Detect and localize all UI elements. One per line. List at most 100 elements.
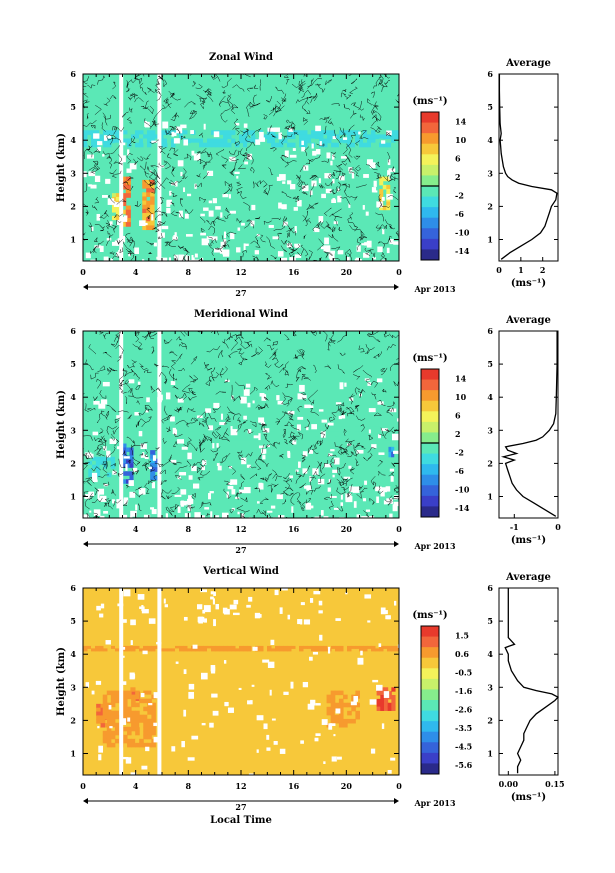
heatmap-cell <box>227 142 232 148</box>
contour-segment <box>343 103 350 111</box>
gap-cell <box>342 137 348 140</box>
contour-segment <box>281 239 289 247</box>
gap-cell <box>253 435 260 439</box>
colorbar-swatch <box>421 421 439 433</box>
heatmap-cell <box>271 435 276 441</box>
contour-segment <box>282 499 286 505</box>
gap-cell <box>187 452 192 460</box>
contour-segment <box>196 173 201 178</box>
gap-cell <box>294 243 301 248</box>
gap-cell <box>273 740 278 745</box>
gap-cell <box>156 642 162 645</box>
contour-segment <box>261 425 267 431</box>
gap-cell <box>387 170 391 176</box>
heatmap-cell <box>83 645 88 649</box>
gap-cell <box>375 486 382 492</box>
heatmap-cell <box>139 142 144 148</box>
gap-cell <box>368 429 371 434</box>
heatmap-cell <box>386 201 391 207</box>
gap-cell <box>336 756 342 760</box>
contour-segment <box>270 147 277 152</box>
heatmap-cell <box>151 134 156 140</box>
contour-segment <box>231 150 240 159</box>
gap-cell <box>331 199 337 204</box>
contour-segment <box>289 413 293 417</box>
colorbar-tick-label: 1.5 <box>455 630 469 640</box>
gap-cell <box>181 741 185 748</box>
contour-segment <box>348 74 353 76</box>
heatmap-cell <box>103 130 108 135</box>
gap-cell <box>353 501 357 508</box>
profile-y-tick-label: 4 <box>487 392 493 402</box>
profile-y-tick-label: 5 <box>487 359 493 369</box>
gap-cell <box>291 506 294 513</box>
gap-cell <box>361 516 368 518</box>
contour-segment <box>111 368 118 372</box>
heatmap-cell <box>146 225 151 231</box>
contour-segment <box>266 236 275 249</box>
gap-cell <box>354 258 362 261</box>
heatmap-cell <box>163 130 168 135</box>
heatmap-cell <box>131 431 136 437</box>
gap-cell <box>107 135 112 139</box>
contour-segment <box>307 77 323 87</box>
contour-segment <box>341 480 347 487</box>
contour-segment <box>331 103 340 107</box>
contour-segment <box>219 452 231 464</box>
heatmap-cell <box>110 710 116 716</box>
contour-segment <box>331 246 341 252</box>
heatmap-cell <box>338 698 344 704</box>
gap-cell <box>109 726 113 729</box>
gap-cell <box>236 175 239 179</box>
contour-segment <box>178 343 187 350</box>
heatmap-cell <box>122 447 127 452</box>
heatmap-cell <box>211 645 216 649</box>
contour-segment <box>139 363 148 370</box>
gap-cell <box>241 222 245 226</box>
heatmap-cell <box>323 130 328 135</box>
heatmap-cell <box>146 213 151 218</box>
contour-segment <box>282 93 287 105</box>
contour-segment <box>183 437 192 447</box>
contour-segment <box>128 395 144 399</box>
contour-segment <box>221 240 231 248</box>
contour-segment <box>338 444 348 454</box>
heatmap-cell <box>135 726 140 732</box>
contour-segment <box>234 128 240 135</box>
gap-cell <box>318 600 323 606</box>
heatmap-cell <box>154 462 160 468</box>
heatmap-cell <box>351 706 356 712</box>
contour-segment <box>141 416 152 428</box>
gap-cell <box>216 463 220 466</box>
heatmap-cell <box>275 645 280 649</box>
gap-cell <box>208 425 214 431</box>
heatmap-cell <box>96 711 102 716</box>
gap-cell <box>329 495 337 498</box>
contour-segment <box>222 244 230 248</box>
contour-segment <box>254 180 261 187</box>
contour-segment <box>301 89 312 98</box>
contour-segment <box>159 75 164 81</box>
contour-segment <box>162 102 172 109</box>
contour-segment <box>230 103 239 115</box>
contour-segment <box>299 349 305 355</box>
heatmap-cell <box>110 730 116 736</box>
contour-segment <box>284 125 290 131</box>
heatmap-cell <box>122 471 127 476</box>
gap-cell <box>344 382 347 387</box>
heatmap-cell <box>147 694 152 700</box>
heatmap-cell <box>115 215 121 221</box>
contour-segment <box>162 488 172 494</box>
contour-segment <box>102 112 108 126</box>
heatmap-cell <box>283 130 288 135</box>
contour-segment <box>353 374 361 380</box>
heatmap-cell <box>371 645 376 649</box>
heatmap-cell <box>146 208 151 214</box>
heatmap-cell <box>383 134 388 140</box>
contour-segment <box>355 415 366 421</box>
gap-cell <box>381 140 386 144</box>
contour-segment <box>227 406 235 415</box>
heatmap-cell <box>143 645 148 649</box>
contour-segment <box>132 343 143 351</box>
heatmap-cell <box>99 645 104 649</box>
